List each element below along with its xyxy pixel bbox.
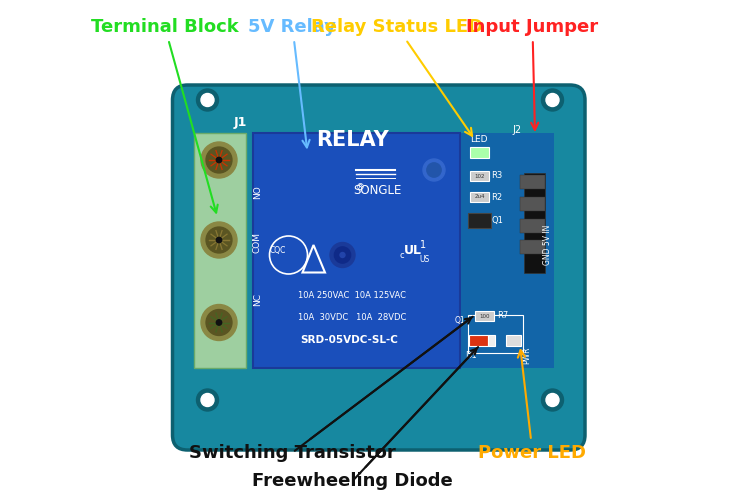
Text: J1: J1 [233,116,247,129]
Text: 102: 102 [474,174,484,178]
Circle shape [546,394,559,406]
Text: US: US [420,256,430,264]
Circle shape [334,247,350,263]
Text: Freewheeling Diode: Freewheeling Diode [252,347,478,490]
Circle shape [330,242,355,268]
Circle shape [546,94,559,106]
Circle shape [216,158,222,162]
Text: RELAY: RELAY [316,130,388,150]
Text: 1: 1 [421,240,427,250]
Circle shape [206,227,232,253]
Text: LED: LED [470,136,488,144]
Bar [470,146,489,158]
Bar [488,335,495,346]
Bar [506,335,521,346]
Text: COM: COM [253,232,262,253]
Text: Switching Transistor: Switching Transistor [189,316,472,462]
Circle shape [206,310,232,336]
Text: Q1: Q1 [454,316,465,326]
Text: 5V Relay: 5V Relay [248,18,337,148]
Circle shape [201,394,214,406]
Text: SONGLE: SONGLE [353,184,402,196]
Text: D1: D1 [465,350,477,360]
Bar [467,315,523,352]
Text: GND 5V IN: GND 5V IN [543,225,552,265]
Bar [253,132,460,368]
Text: J2: J2 [512,125,521,135]
Bar [470,192,489,202]
Circle shape [201,142,237,178]
Circle shape [423,159,445,181]
Bar [520,175,544,189]
Text: PWR: PWR [523,346,532,364]
Circle shape [201,222,237,258]
Bar [470,171,489,181]
Text: UL: UL [404,244,422,258]
Text: Q1: Q1 [491,216,503,224]
Bar [520,219,544,233]
Text: 2u4: 2u4 [474,194,484,200]
Text: R7: R7 [497,312,508,320]
Circle shape [206,147,232,173]
Text: NO: NO [253,186,262,200]
Text: 10A  30VDC   10A  28VDC: 10A 30VDC 10A 28VDC [298,313,406,322]
Bar [520,240,544,254]
Text: Terminal Block: Terminal Block [92,18,238,212]
Text: Power LED: Power LED [478,350,586,462]
Text: CQC: CQC [269,246,286,254]
Text: c: c [399,250,404,260]
Bar [524,172,544,272]
Text: 10A 250VAC  10A 125VAC: 10A 250VAC 10A 125VAC [298,290,406,300]
Text: R3: R3 [491,172,502,180]
Text: Input Jumper: Input Jumper [466,18,598,130]
Bar [520,197,544,211]
Circle shape [427,163,441,177]
Bar [468,212,490,228]
Circle shape [542,389,563,411]
Text: R2: R2 [491,192,502,202]
Bar [461,132,554,368]
Circle shape [201,94,214,106]
Bar [475,311,494,321]
Bar [469,335,488,346]
Circle shape [216,320,222,325]
FancyBboxPatch shape [172,85,585,450]
Text: Relay Status LED: Relay Status LED [311,18,484,136]
Circle shape [196,89,218,111]
Circle shape [542,89,563,111]
Circle shape [196,389,218,411]
Bar [194,132,245,368]
Circle shape [216,238,222,242]
Text: SRD-05VDC-SL-C: SRD-05VDC-SL-C [300,335,398,345]
Text: 100: 100 [479,314,490,318]
Text: NC: NC [253,294,262,306]
Circle shape [340,252,345,258]
Text: ®: ® [356,183,364,192]
Circle shape [201,304,237,340]
